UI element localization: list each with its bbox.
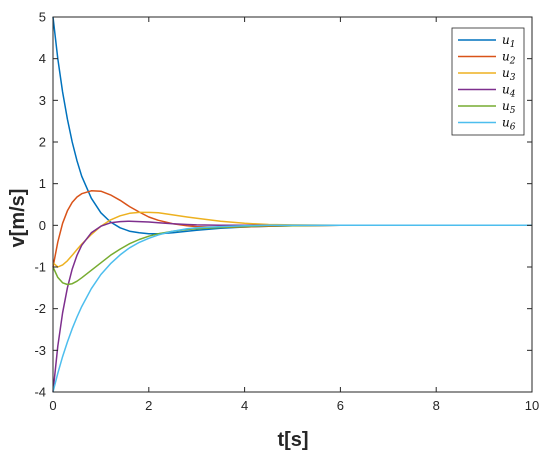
series-layer <box>52 16 532 393</box>
y-tick-label: 4 <box>39 51 46 66</box>
legend-box <box>451 27 525 136</box>
series-line-u6 <box>52 224 532 393</box>
legend-label-u6: u6 <box>502 116 516 133</box>
legend-label-u4: u4 <box>502 83 516 100</box>
x-tick-label: 10 <box>525 398 539 413</box>
x-tick-label: 8 <box>433 398 440 413</box>
x-tick-label: 2 <box>145 398 152 413</box>
axes-layer: 0 2 4 6 8 10 -4 -3 -2 -1 0 1 2 3 4 5 <box>34 10 539 414</box>
y-tick-label: 0 <box>39 218 46 233</box>
x-tick-label: 0 <box>49 398 56 413</box>
y-tick-label: 1 <box>39 176 46 191</box>
y-tick-label: 3 <box>39 93 46 108</box>
y-tick-label: -3 <box>34 343 46 358</box>
legend-label-u1: u1 <box>502 33 515 50</box>
legend-label-u5: u5 <box>502 99 516 116</box>
x-tick-label: 4 <box>241 398 248 413</box>
x-axis-label: t[s] <box>277 429 308 451</box>
y-tick-label: -4 <box>34 385 46 400</box>
y-axis-label: v[m/s] <box>7 189 29 248</box>
axes-box <box>52 16 533 393</box>
legend-label-u2: u2 <box>502 50 516 67</box>
y-tick-label: -2 <box>34 301 46 316</box>
legend-label-u3: u3 <box>502 66 516 83</box>
y-tick-label: 5 <box>39 10 46 25</box>
y-tick-label: 2 <box>39 135 46 150</box>
x-tick-label: 6 <box>337 398 344 413</box>
y-tick-label: -1 <box>34 260 46 275</box>
